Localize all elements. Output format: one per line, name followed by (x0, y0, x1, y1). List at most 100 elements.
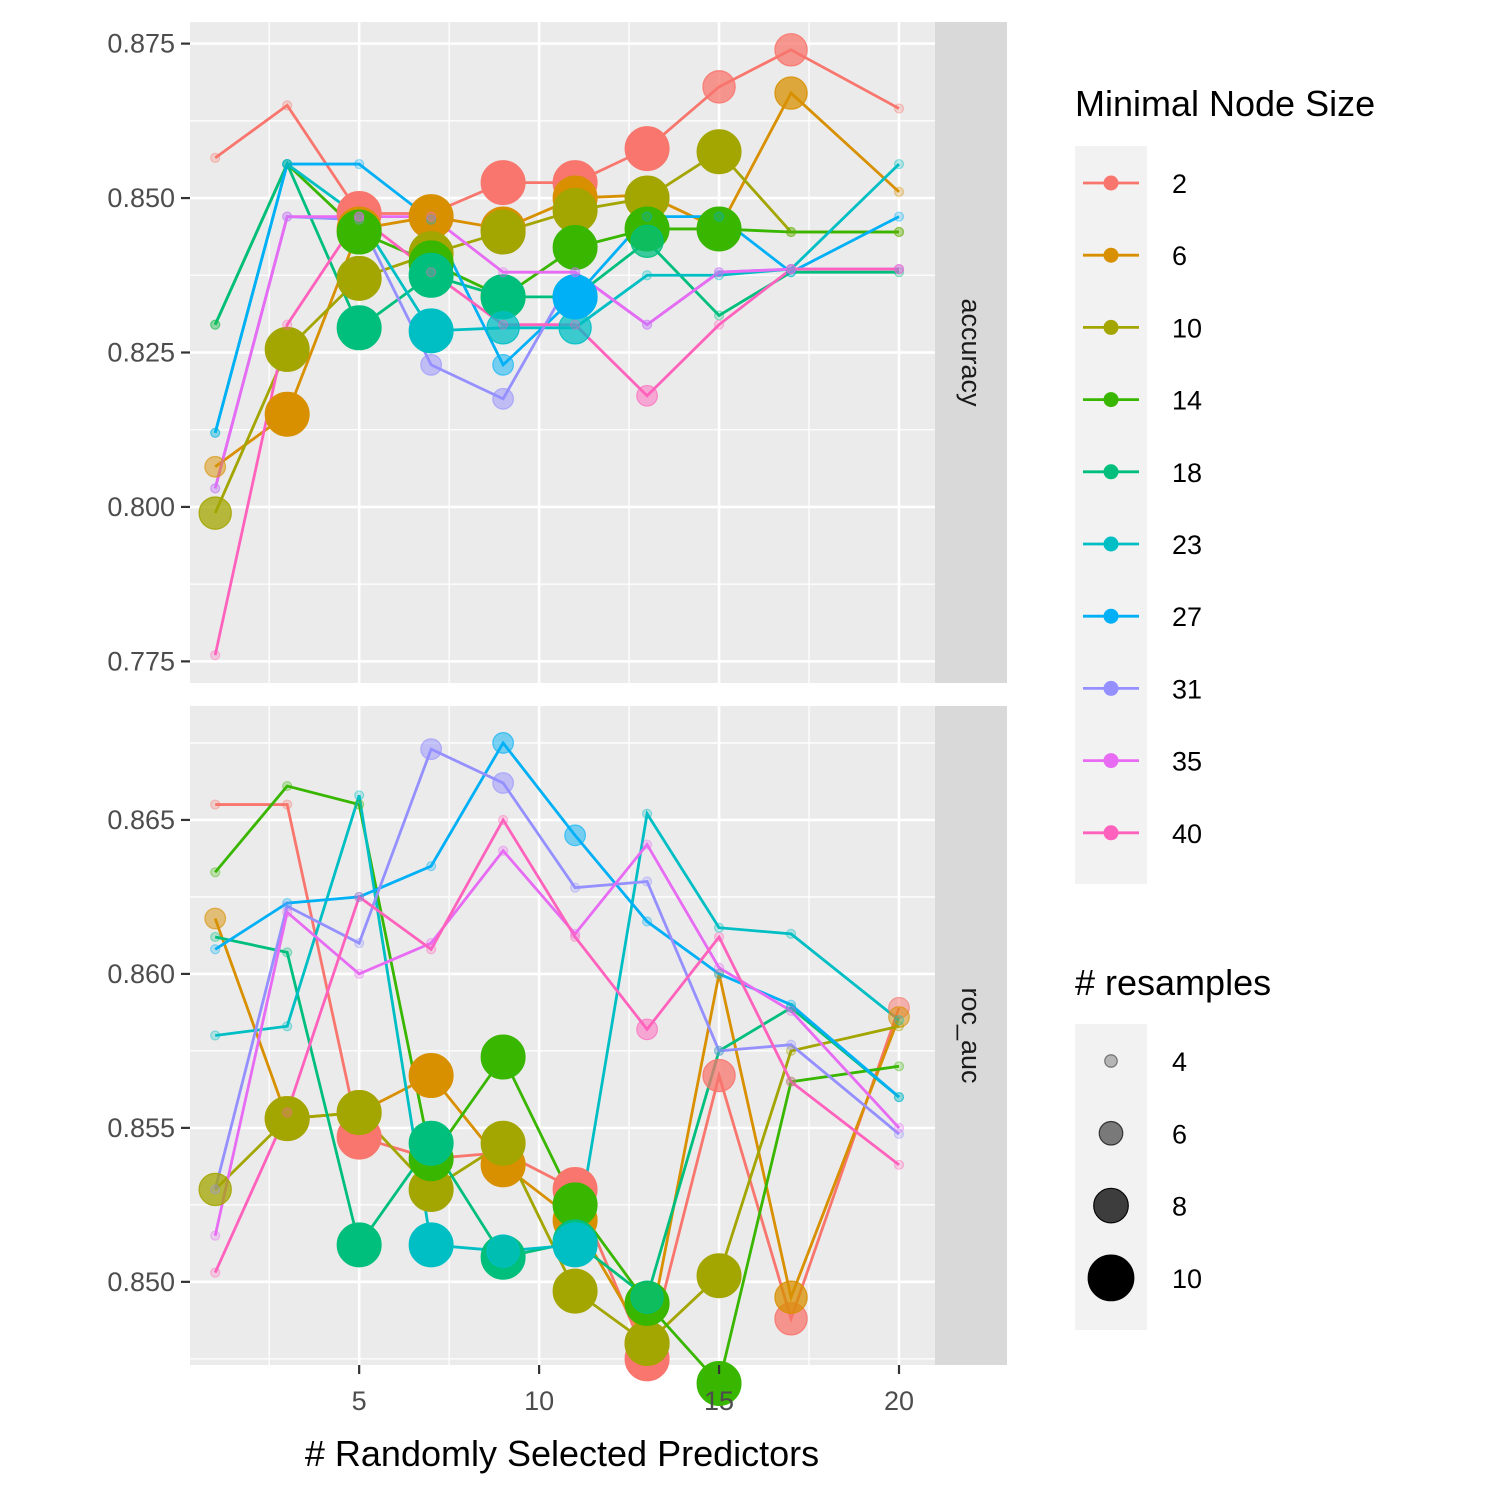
point-40 (282, 1107, 293, 1118)
legend-size-point (1098, 1120, 1124, 1146)
point-40 (498, 814, 509, 826)
point-31 (492, 387, 515, 410)
point-40 (498, 319, 509, 330)
point-31 (569, 882, 581, 893)
color-legend-entry: 14 (1083, 386, 1202, 416)
color-legend-entry: 10 (1083, 313, 1202, 343)
series-line-14 (214, 784, 900, 1387)
point-10 (552, 1268, 598, 1314)
color-legend-label: 31 (1172, 674, 1202, 704)
point-14 (282, 780, 293, 792)
point-35 (426, 211, 437, 222)
point-2 (702, 70, 736, 104)
color-legend-title: Minimal Node Size (1075, 83, 1375, 124)
point-31 (420, 353, 443, 376)
point-31 (282, 901, 293, 912)
point-35 (893, 1122, 905, 1133)
point-6 (893, 186, 905, 197)
point-14 (552, 224, 598, 270)
point-18 (210, 319, 221, 330)
point-27 (492, 353, 515, 376)
color-legend-label: 40 (1172, 819, 1202, 849)
point-35 (569, 928, 581, 939)
point-23 (893, 1015, 905, 1026)
point-27 (893, 1091, 905, 1103)
point-14 (893, 226, 905, 238)
y-tick-label: 0.775 (107, 646, 175, 676)
point-10 (785, 1045, 797, 1056)
point-35 (569, 267, 581, 278)
x-tick-label: 10 (524, 1386, 554, 1416)
y-tick-label: 0.860 (107, 959, 175, 989)
point-14 (354, 799, 365, 810)
point-40 (426, 944, 437, 955)
point-27 (354, 158, 365, 170)
point-18 (408, 1120, 454, 1166)
point-18 (893, 1091, 905, 1103)
series-line-6 (214, 90, 900, 468)
color-legend-entry: 6 (1083, 241, 1187, 271)
point-35 (713, 267, 725, 278)
point-18 (408, 252, 454, 298)
color-legend-label: 18 (1172, 458, 1202, 488)
color-legend-entry: 23 (1083, 530, 1202, 560)
point-10 (696, 129, 742, 175)
x-axis: 5 10 15 20 (352, 1365, 914, 1416)
size-legend-entry: 4 (1104, 1047, 1187, 1077)
point-31 (210, 483, 221, 494)
point-18 (282, 947, 293, 958)
point-35 (426, 938, 437, 949)
point-31 (785, 264, 797, 275)
point-31 (785, 1039, 797, 1050)
point-18 (336, 305, 382, 351)
strip-background (935, 22, 1007, 683)
point-23 (282, 1021, 293, 1032)
point-2 (480, 160, 526, 206)
point-27 (713, 968, 725, 980)
point-35 (498, 267, 509, 278)
point-6 (204, 455, 227, 478)
series-line-18 (213, 160, 900, 330)
size-legend-entry: 8 (1093, 1187, 1187, 1224)
point-40 (636, 384, 658, 407)
legend-key-point (1103, 319, 1119, 335)
point-40 (713, 319, 725, 330)
point-27 (785, 999, 797, 1010)
point-40 (785, 1076, 797, 1087)
point-31 (354, 214, 365, 225)
legend-key-point (1103, 464, 1119, 480)
point-2 (210, 152, 221, 164)
series-line-40 (213, 214, 900, 656)
point-23 (552, 1222, 598, 1268)
color-legend-entry: 40 (1083, 819, 1202, 849)
color-legend-entry: 35 (1083, 747, 1202, 777)
series-line-35 (213, 215, 900, 489)
point-27 (641, 211, 653, 222)
point-35 (785, 264, 797, 275)
strip-label: roc_auc (956, 987, 986, 1083)
point-40 (636, 1018, 658, 1041)
point-18 (893, 267, 905, 278)
point-35 (641, 839, 653, 850)
point-14 (282, 158, 293, 170)
point-14 (696, 206, 742, 252)
point-27 (282, 897, 293, 909)
y-tick-label: 0.875 (107, 29, 175, 59)
legend-size-point (1093, 1187, 1129, 1224)
point-31 (713, 267, 725, 278)
panel-accuracy: 0.775 0.800 0.825 0.850 0.875 accuracy (107, 22, 1007, 683)
size-legend: # resamples 4 6 8 10 (1075, 962, 1271, 1330)
color-legend-entry: 2 (1083, 169, 1187, 199)
legend-key-point (1103, 247, 1119, 263)
size-legend-title: # resamples (1075, 962, 1271, 1003)
legend-key-point (1103, 825, 1119, 841)
point-40 (785, 264, 797, 275)
color-legend-entry: 18 (1083, 458, 1202, 488)
point-31 (713, 1045, 725, 1056)
y-tick-label: 0.855 (107, 1113, 175, 1143)
point-23 (641, 270, 653, 281)
y-tick-label: 0.865 (107, 805, 175, 835)
point-40 (569, 319, 581, 330)
point-27 (210, 427, 221, 438)
point-35 (354, 968, 365, 980)
